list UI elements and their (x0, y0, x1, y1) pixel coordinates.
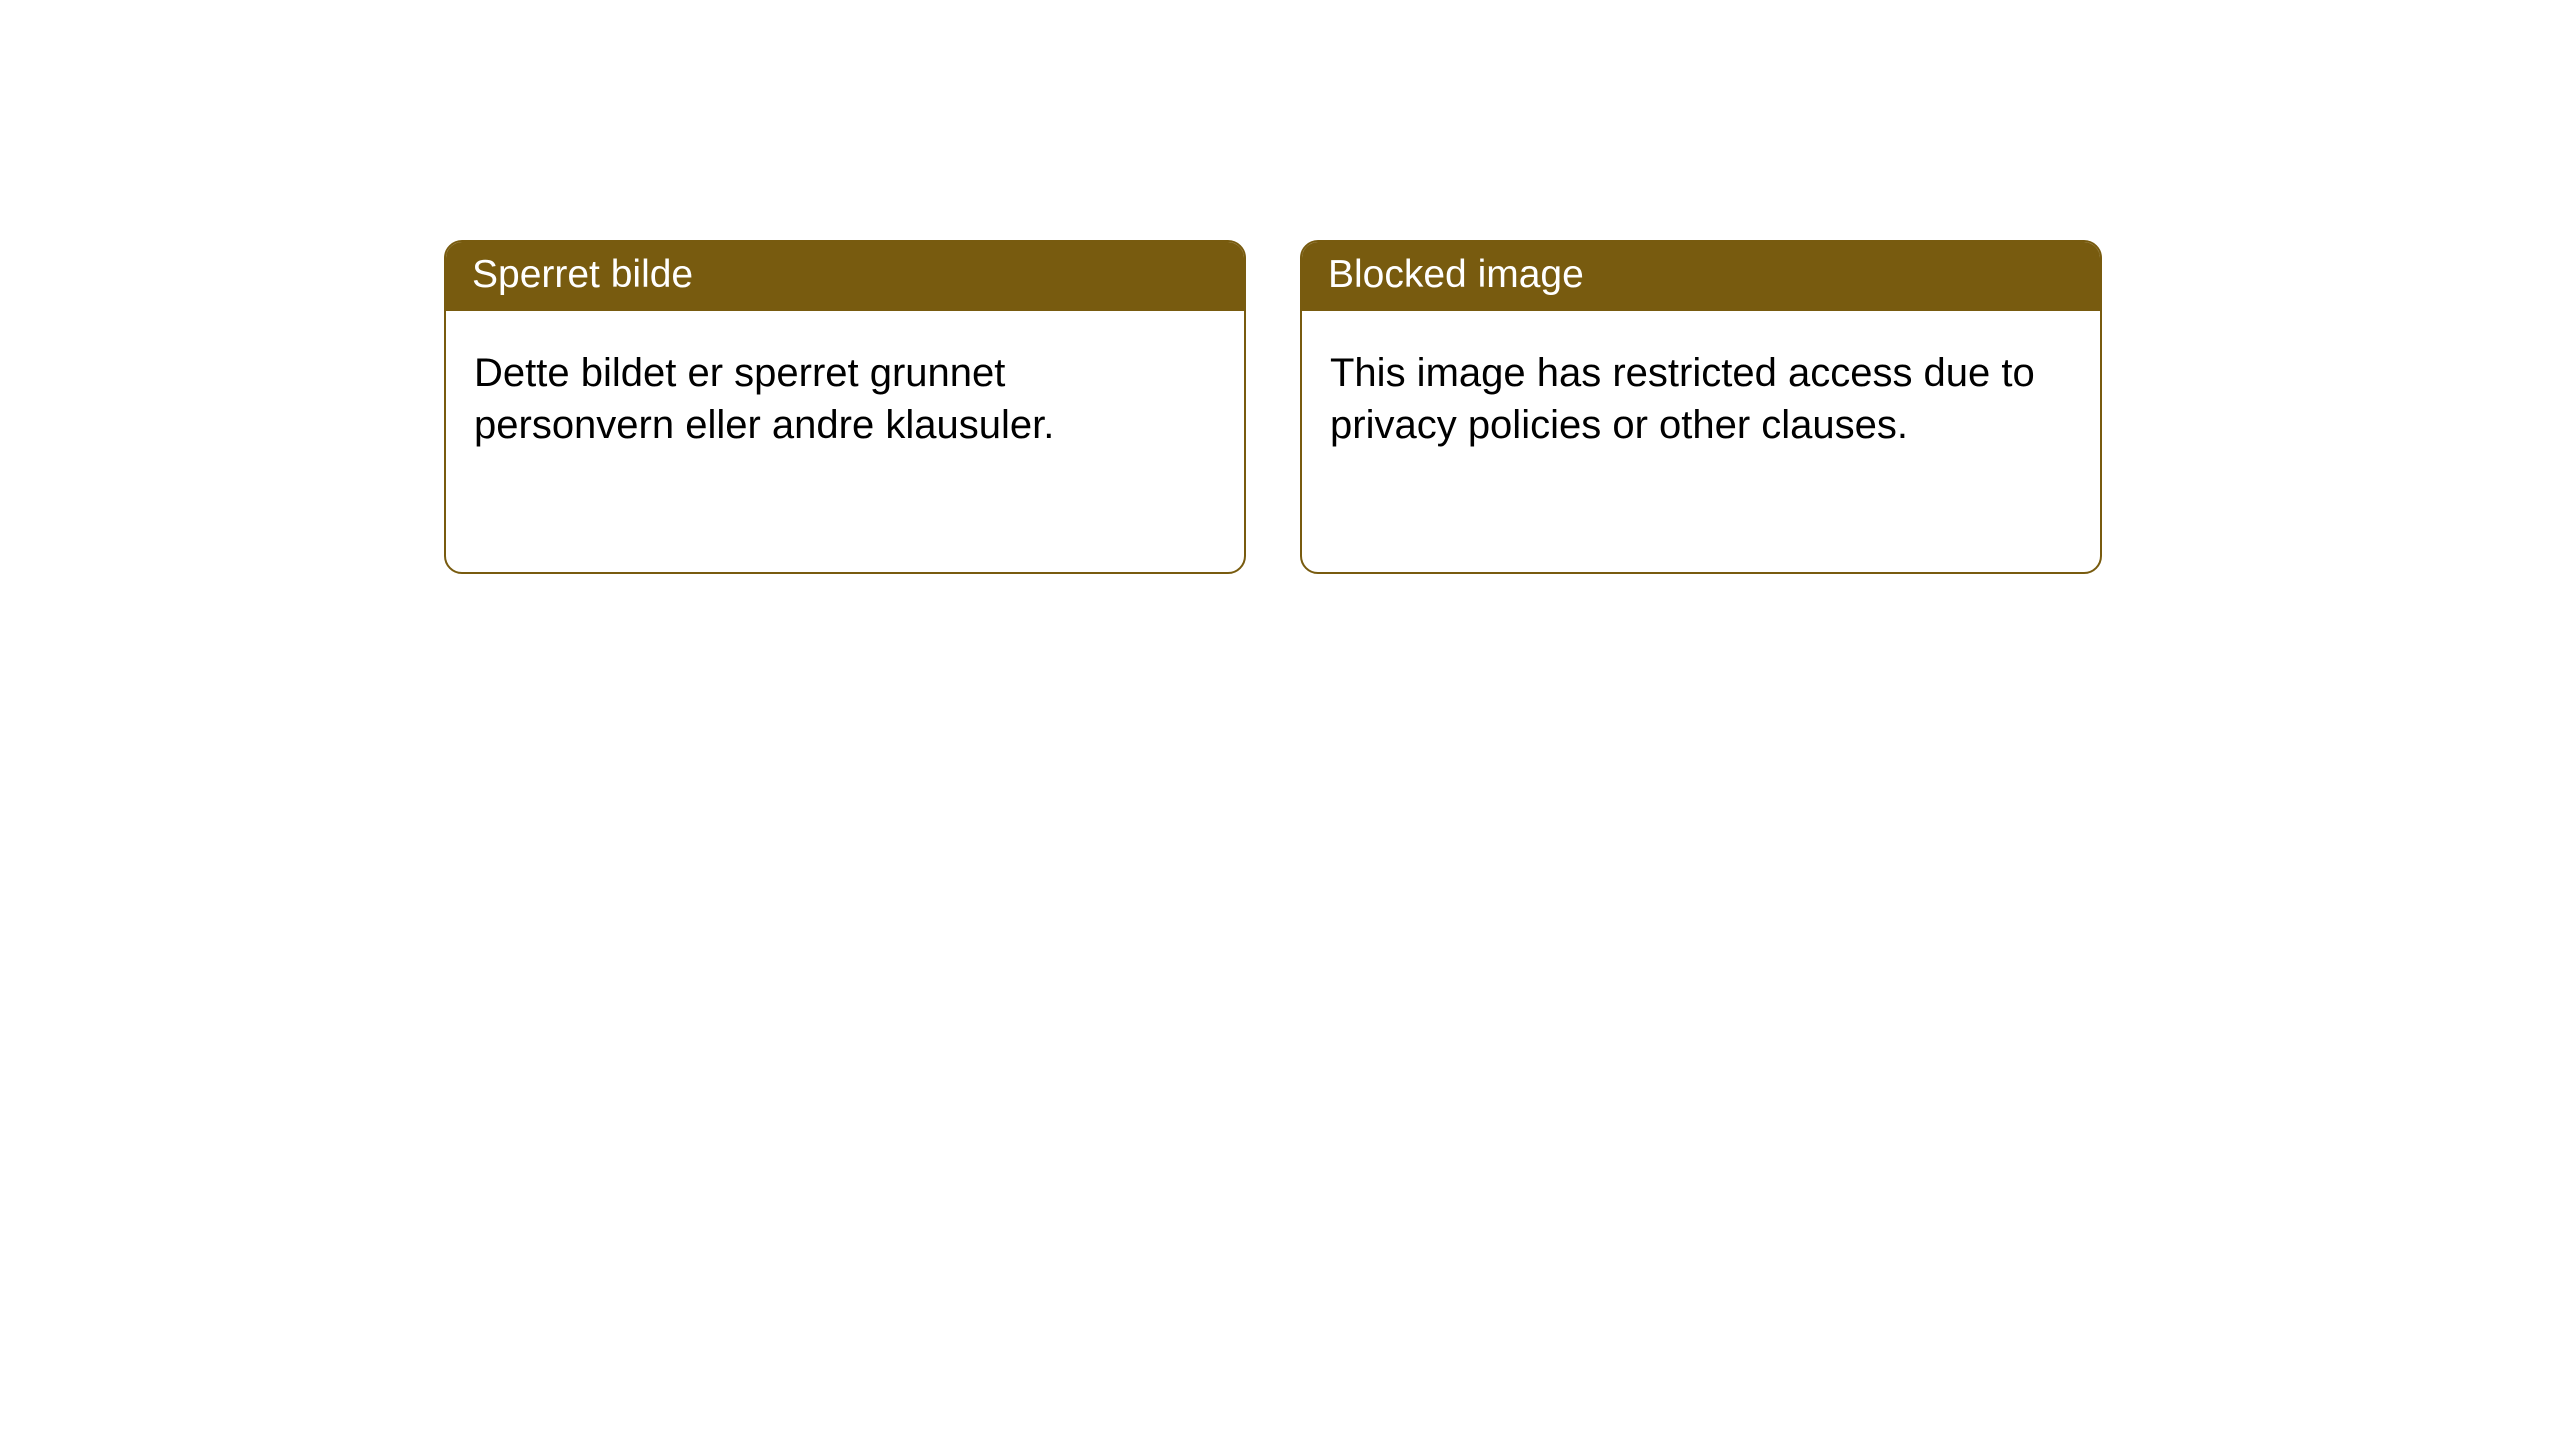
card-body: This image has restricted access due to … (1302, 311, 2100, 487)
card-header: Sperret bilde (446, 242, 1244, 311)
card-body-text: This image has restricted access due to … (1330, 351, 2035, 447)
notice-card-english: Blocked image This image has restricted … (1300, 240, 2102, 574)
notice-card-norwegian: Sperret bilde Dette bildet er sperret gr… (444, 240, 1246, 574)
card-title: Sperret bilde (472, 253, 693, 296)
card-title: Blocked image (1328, 253, 1584, 296)
card-header: Blocked image (1302, 242, 2100, 311)
card-body: Dette bildet er sperret grunnet personve… (446, 311, 1244, 487)
notice-cards-container: Sperret bilde Dette bildet er sperret gr… (0, 0, 2560, 574)
card-body-text: Dette bildet er sperret grunnet personve… (474, 351, 1054, 447)
